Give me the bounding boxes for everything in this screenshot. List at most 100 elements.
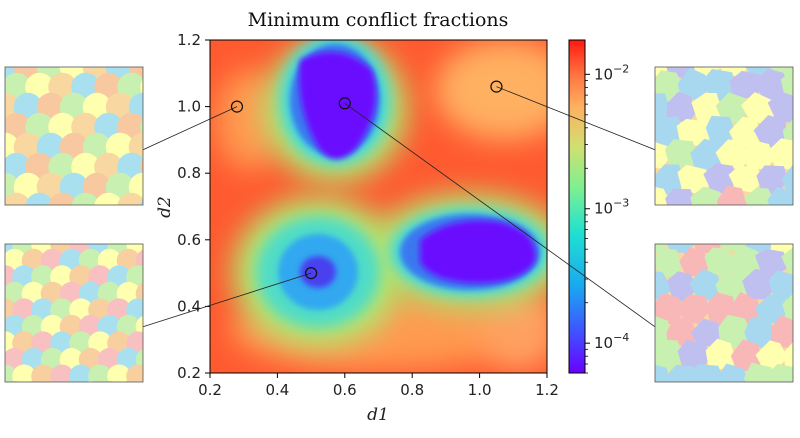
inset-cell	[741, 140, 775, 170]
colorbar-tick-base: 10	[594, 65, 613, 83]
inset-cell	[757, 68, 791, 100]
connector-line	[344, 102, 656, 328]
x-axis-label: d1	[367, 405, 389, 425]
connector-line	[142, 272, 312, 328]
inset-cell	[754, 294, 788, 324]
inset-cell	[769, 270, 793, 301]
y-tick-label: 0.4	[177, 297, 201, 315]
inset-cell	[655, 131, 657, 140]
inset-cell	[706, 386, 738, 421]
inset-cell	[704, 247, 738, 278]
inset-cell	[782, 118, 793, 146]
inset-cell	[756, 386, 789, 417]
inset-cell	[705, 338, 737, 371]
inset-cell	[781, 247, 793, 276]
inset-cell	[9, 380, 20, 382]
inset-cell	[795, 140, 800, 173]
inset-cell	[677, 339, 709, 372]
inset-cell	[689, 268, 723, 301]
inset-cell	[744, 316, 773, 349]
inset-cell	[655, 339, 686, 373]
inset-cell	[690, 364, 724, 382]
inset-cell	[14, 213, 43, 242]
inset-cell	[5, 192, 31, 205]
x-axis-label-text: d1	[367, 405, 389, 425]
chart-title: Minimum conflict fractions	[248, 9, 509, 31]
inset-cell	[703, 210, 735, 243]
y-tick-label: 1.0	[177, 98, 201, 116]
inset-cell	[47, 380, 58, 382]
point-marker	[305, 267, 318, 280]
inset-cell	[48, 192, 77, 205]
inset-cell	[690, 186, 725, 205]
y-tick-label: 0.8	[177, 164, 201, 182]
y-tick-label: 0.6	[177, 231, 201, 249]
inset-cell	[652, 211, 683, 241]
x-tick-label: 0.8	[400, 381, 424, 399]
inset-cell	[145, 331, 169, 355]
inset-cell	[795, 269, 800, 301]
inset-cell	[665, 364, 697, 382]
inset-cell	[140, 118, 143, 136]
inset-cell	[756, 211, 788, 242]
inset-cell	[655, 365, 670, 382]
colorbar-tick-exponent: −4	[613, 331, 629, 344]
inset-cell	[612, 272, 644, 302]
inset-top-left	[5, 67, 143, 242]
inset-bottom-left	[0, 232, 169, 405]
x-axis: 0.2 0.4 0.6 0.8 1.0 1.2	[198, 373, 559, 399]
inset-cell	[781, 164, 793, 192]
inset-cell	[614, 222, 644, 255]
inset-cell	[753, 115, 787, 149]
inset-cell	[614, 363, 643, 394]
inset-cell	[666, 91, 697, 123]
inset-frame	[4, 243, 144, 383]
inset-cell	[655, 271, 673, 301]
inset-frame	[654, 66, 794, 206]
inset-cell	[655, 175, 657, 184]
inset-cell	[730, 291, 762, 326]
x-tick-label: 0.6	[333, 381, 357, 399]
colorbar-tick-label: 10−2	[594, 62, 629, 83]
inset-cell	[60, 213, 89, 242]
inset-cell	[614, 92, 647, 123]
inset-cell	[88, 364, 112, 382]
inset-cell	[666, 315, 700, 347]
inset-cell	[106, 213, 135, 242]
inset-cell	[126, 364, 143, 382]
inset-cell	[653, 386, 687, 418]
inset-cell	[655, 311, 657, 317]
inset-cell	[145, 232, 169, 256]
inset-cell	[0, 381, 7, 405]
inset-cell	[680, 211, 709, 242]
inset-cell	[754, 248, 789, 277]
inset-top-right	[614, 67, 800, 243]
colorbar-tick-base: 10	[594, 200, 613, 218]
y-tick-label: 1.2	[177, 31, 201, 49]
inset-cell	[771, 315, 793, 349]
inset-cell	[655, 354, 657, 361]
insets	[0, 66, 800, 421]
inset-cell	[140, 158, 143, 176]
inset-cell	[117, 192, 143, 205]
heatmap	[210, 40, 547, 373]
inset-cell	[796, 93, 800, 126]
inset-cell	[730, 211, 764, 241]
inset-cell	[37, 213, 66, 242]
inset-cell	[31, 364, 55, 382]
inset-cell	[797, 364, 800, 393]
inset-cell	[12, 364, 36, 382]
inset-cell	[69, 364, 93, 382]
inset-cell	[140, 78, 143, 96]
inset-cell	[655, 116, 685, 147]
inset-cell	[677, 67, 711, 101]
connector-lines	[142, 86, 656, 328]
inset-cell	[715, 363, 747, 382]
inset-cell	[25, 192, 54, 205]
inset-cell	[781, 210, 800, 242]
y-axis: 0.2 0.4 0.6 0.8 1.0 1.2	[177, 31, 210, 382]
inset-cell	[655, 248, 682, 278]
colorbar-tick-label: 10−3	[594, 197, 629, 218]
y-axis-label: d2	[155, 196, 175, 218]
